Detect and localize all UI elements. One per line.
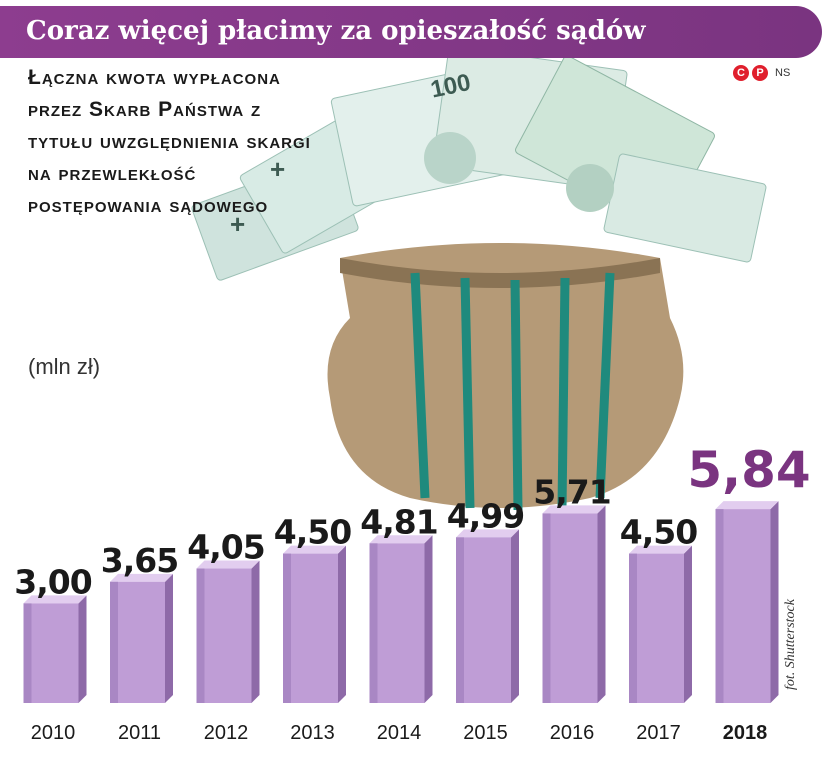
bar-2011 bbox=[110, 581, 165, 703]
copyright-c-icon: C bbox=[733, 65, 749, 81]
bar-top-2012 bbox=[196, 560, 260, 569]
bar-side-2018 bbox=[770, 501, 779, 703]
bar-shade-2011 bbox=[110, 581, 118, 703]
chart-title: Coraz więcej płacimy za opieszałość sądó… bbox=[26, 16, 646, 46]
bar-shade-2013 bbox=[283, 553, 291, 703]
svg-text:+: + bbox=[270, 154, 285, 184]
bar-value-label-2013: 4,50 bbox=[274, 513, 351, 552]
x-tick-label-2018: 2018 bbox=[723, 722, 768, 744]
x-tick-label-2016: 2016 bbox=[550, 722, 595, 744]
bar-top-2016 bbox=[542, 505, 606, 514]
bar-side-2012 bbox=[251, 560, 260, 703]
bar-value-label-2011: 3,65 bbox=[101, 541, 178, 580]
bar-2010 bbox=[23, 603, 79, 703]
bar-shade-2016 bbox=[542, 513, 551, 703]
bar-top-2017 bbox=[629, 545, 692, 554]
x-tick-label-2012: 2012 bbox=[204, 722, 249, 744]
bar-side-2011 bbox=[165, 573, 173, 703]
bar-2017 bbox=[629, 553, 684, 703]
bar-value-label-2016: 5,71 bbox=[533, 472, 610, 511]
copyright-badges: C P NS bbox=[733, 62, 790, 84]
bar-shade-2014 bbox=[369, 543, 378, 703]
bar-value-label-2017: 4,50 bbox=[620, 513, 697, 552]
bar-side-2015 bbox=[511, 529, 519, 703]
bar-shade-2015 bbox=[456, 537, 464, 703]
bar-2016 bbox=[542, 513, 598, 703]
bar-2014 bbox=[369, 543, 425, 703]
bar-2013 bbox=[283, 553, 338, 703]
chart-subtitle: Łączna kwota wypłacona przez Skarb Państ… bbox=[28, 66, 311, 217]
x-tick-label-2011: 2011 bbox=[118, 722, 161, 744]
money-bag-illustration: 100 + + bbox=[191, 58, 767, 511]
bar-shade-2010 bbox=[23, 603, 32, 703]
bar-2012 bbox=[196, 568, 252, 703]
bar-top-2010 bbox=[23, 595, 87, 604]
bar-side-2013 bbox=[338, 545, 346, 703]
bar-top-2011 bbox=[110, 573, 173, 582]
bar-value-label-2012: 4,05 bbox=[187, 528, 264, 567]
bar-shade-2018 bbox=[715, 509, 724, 703]
x-tick-label-2013: 2013 bbox=[290, 722, 335, 744]
bar-value-label-2018: 5,84 bbox=[687, 441, 810, 499]
bar-value-label-2015: 4,99 bbox=[447, 496, 524, 535]
bar-value-label-2010: 3,00 bbox=[14, 562, 91, 601]
bar-shade-2012 bbox=[196, 568, 205, 703]
bar-2018 bbox=[715, 509, 771, 703]
bar-top-2014 bbox=[369, 535, 433, 544]
bar-top-2018 bbox=[715, 501, 779, 510]
unit-label: (mln zł) bbox=[28, 354, 101, 379]
bar-top-2015 bbox=[456, 529, 519, 538]
x-tick-label-2010: 2010 bbox=[31, 722, 76, 744]
x-tick-label-2015: 2015 bbox=[463, 722, 508, 744]
x-tick-label-2017: 2017 bbox=[636, 722, 681, 744]
bar-2015 bbox=[456, 537, 511, 703]
bar-side-2017 bbox=[684, 545, 692, 703]
sack-icon bbox=[327, 243, 684, 511]
bar-side-2010 bbox=[78, 595, 87, 703]
banknotes-icon: 100 + + bbox=[191, 58, 767, 281]
bar-top-2013 bbox=[283, 545, 346, 554]
bar-shade-2017 bbox=[629, 553, 637, 703]
bar-value-label-2014: 4,81 bbox=[360, 502, 437, 541]
svg-text:+: + bbox=[230, 209, 245, 239]
bar-side-2016 bbox=[597, 505, 606, 703]
title-banner: Coraz więcej płacimy za opieszałość sądó… bbox=[0, 6, 822, 58]
copyright-ns-label: NS bbox=[775, 67, 791, 79]
bar-side-2014 bbox=[424, 535, 433, 703]
copyright-p-icon: P bbox=[752, 65, 768, 81]
x-tick-label-2014: 2014 bbox=[377, 722, 422, 744]
